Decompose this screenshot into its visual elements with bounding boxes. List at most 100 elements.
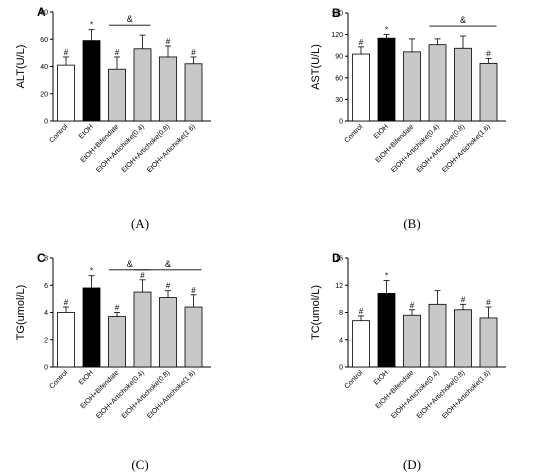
panel-b-bar-2 <box>403 51 421 122</box>
panel-b-y-tick-label: 0 <box>339 119 343 126</box>
panel-d-significance-marker-2: # <box>410 301 415 310</box>
panel-c-bar-3 <box>133 291 152 368</box>
panel-b-x-tick-label-4: EtOH+Artichoke(0.8) <box>416 123 467 174</box>
panel-c-significance-marker-3: # <box>140 271 145 280</box>
panel-c-y-axis-label: TG(umol/L) <box>15 285 27 341</box>
panel-a-bar-5 <box>184 63 203 122</box>
panel-c-label: C <box>37 251 46 265</box>
panel-a-bar-3 <box>133 48 152 122</box>
panel-b-label: B <box>332 6 341 20</box>
panel-c-y-tick-label: 4 <box>44 310 48 317</box>
panel-c-x-tick-label-4: EtOH+Artichoke(0.8) <box>121 369 172 420</box>
panel-d-x-tick-label-5: EtOH+Artichoke(1.6) <box>441 369 492 420</box>
panel-d-y-tick-label: 8 <box>339 310 343 317</box>
panel-c-bar-1 <box>82 287 101 368</box>
panel-d-bar-5 <box>479 317 498 368</box>
panel-a-significance-marker-2: # <box>115 48 120 57</box>
panel-a-x-tick-label-5: EtOH+Artichoke(1.6) <box>146 123 197 174</box>
panel-b-y-tick-label: 150 <box>331 11 343 18</box>
panel-c-significance-marker-0: # <box>64 298 69 307</box>
panel-a-y-tick-label: 40 <box>40 64 48 71</box>
panel-a-x-tick-label-1: EtOH <box>78 123 95 140</box>
panel-c-significance-marker-1: * <box>90 267 93 276</box>
panel-c-y-tick-label: 0 <box>44 365 48 372</box>
panel-a-x-tick-label-0: Control <box>48 123 69 144</box>
panel-c-bracket-label-1: & <box>165 259 171 269</box>
panel-d-y-tick-label: 0 <box>339 365 343 372</box>
panel-b-bar-4 <box>454 47 472 122</box>
caption-c: (C) <box>131 457 149 472</box>
panel-a-significance-marker-0: # <box>64 48 69 57</box>
panel-d-bar-1 <box>377 293 396 368</box>
panel-c-significance-marker-5: # <box>191 286 196 295</box>
panel-d-y-tick-label: 12 <box>335 283 343 290</box>
panel-d-significance-marker-5: # <box>486 298 491 307</box>
panel-a-significance-marker-5: # <box>191 48 196 57</box>
panel-c-significance-marker-4: # <box>166 282 171 291</box>
panel-b-bar-0 <box>352 53 370 122</box>
panel-a-label: A <box>37 5 46 19</box>
panel-b-bar-3 <box>428 44 447 122</box>
caption-a: (A) <box>130 216 150 231</box>
panel-d-y-tick-label: 16 <box>335 256 343 263</box>
panel-c-bar-0 <box>57 312 75 368</box>
panel-d-x-tick-label-3: EtOH+Artichoke(0.4) <box>390 369 441 420</box>
panel-d-x-tick-label-0: Control <box>343 369 364 390</box>
panel-b-significance-marker-1: * <box>385 26 388 35</box>
panel-a-y-tick-label: 60 <box>40 37 48 44</box>
panel-b-y-tick-label: 60 <box>335 75 343 82</box>
panel-d-bar-4 <box>454 309 472 368</box>
panel-a-y-tick-label: 20 <box>40 91 48 98</box>
panel-d-bar-0 <box>352 320 370 368</box>
panel-a-bar-1 <box>82 40 101 122</box>
panel-b-x-tick-label-5: EtOH+Artichoke(1.6) <box>441 123 492 174</box>
panel-c-y-tick-label: 6 <box>44 283 48 290</box>
panel-b-y-tick-label: 90 <box>335 54 343 61</box>
panel-c-x-tick-label-1: EtOH <box>78 369 95 386</box>
panel-d-x-tick-label-4: EtOH+Artichoke(0.8) <box>416 369 467 420</box>
panel-b-y-tick-label: 30 <box>335 97 343 104</box>
caption-b: (B) <box>403 216 421 231</box>
panel-d-bar-2 <box>403 314 421 368</box>
panel-c-x-tick-label-3: EtOH+Artichoke(0.4) <box>95 369 146 420</box>
panel-d-significance-marker-0: # <box>359 307 364 316</box>
panel-b-x-tick-label-0: Control <box>343 123 364 144</box>
panel-b-significance-marker-5: # <box>486 49 491 58</box>
panel-a-x-tick-label-3: EtOH+Artichoke(0.4) <box>95 123 146 174</box>
panel-b-bracket-label-0: & <box>460 15 466 25</box>
panel-a-bar-2 <box>108 68 126 122</box>
panel-c-bar-4 <box>159 297 177 368</box>
panel-a-bracket-label-0: & <box>127 14 133 24</box>
panel-c-x-tick-label-5: EtOH+Artichoke(1.6) <box>146 369 197 420</box>
panel-b-bar-5 <box>479 63 498 122</box>
panel-c-bar-5 <box>184 306 203 368</box>
panel-c-x-tick-label-0: Control <box>48 369 69 390</box>
panel-d-significance-marker-4: # <box>461 295 466 304</box>
panel-a-x-tick-label-4: EtOH+Artichoke(0.8) <box>121 123 172 174</box>
panel-b-bar-1 <box>377 37 396 122</box>
panel-b-x-tick-label-1: EtOH <box>373 123 390 140</box>
panel-d-label: D <box>332 251 341 265</box>
panel-d-y-axis-label: TC(umol/L) <box>310 285 322 340</box>
panel-a-y-tick-label: 0 <box>44 119 48 126</box>
panel-c-bracket-label-0: & <box>127 259 133 269</box>
panel-c-significance-marker-2: # <box>115 304 120 313</box>
panel-a-significance-marker-4: # <box>166 37 171 46</box>
panel-a-bar-0 <box>57 64 75 122</box>
panel-c-y-tick-label: 8 <box>44 256 48 263</box>
panel-b-significance-marker-0: # <box>359 38 364 47</box>
panel-b-x-tick-label-3: EtOH+Artichoke(0.4) <box>390 123 441 174</box>
panel-d-bar-3 <box>428 303 447 368</box>
panel-a-bar-4 <box>159 56 177 122</box>
panel-a-significance-marker-1: * <box>90 21 93 30</box>
panel-c-y-tick-label: 2 <box>44 337 48 344</box>
panel-d-y-tick-label: 4 <box>339 337 343 344</box>
panel-d-x-tick-label-1: EtOH <box>373 369 390 386</box>
panel-a-y-axis-label: ALT(U/L) <box>15 45 27 89</box>
panel-c-bar-2 <box>108 316 126 368</box>
caption-d: (D) <box>402 457 422 472</box>
panel-d-significance-marker-1: * <box>385 271 388 280</box>
panel-a-y-tick-label: 80 <box>40 10 48 17</box>
panel-b-y-axis-label: AST(U/L) <box>310 44 322 90</box>
